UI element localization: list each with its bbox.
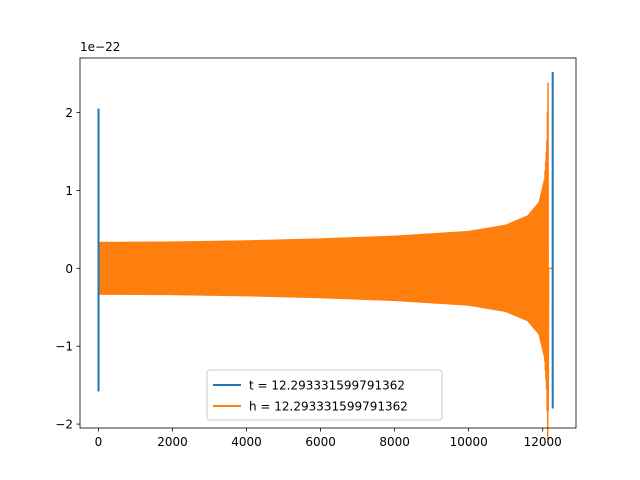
x-axis: 0 2000 4000 6000 8000 10000 12000 bbox=[95, 428, 562, 449]
legend-box bbox=[206, 369, 443, 421]
x-tick-label: 4000 bbox=[231, 435, 262, 449]
x-tick-label: 12000 bbox=[524, 435, 562, 449]
y-offset-label: 1e−22 bbox=[80, 40, 120, 54]
x-tick-label: 0 bbox=[95, 435, 103, 449]
y-tick-label: −2 bbox=[55, 418, 73, 432]
legend-label: h = 12.293331599791362 bbox=[249, 400, 408, 414]
y-tick-label: 0 bbox=[65, 262, 73, 276]
legend: t = 12.293331599791362 h = 12.29333159979… bbox=[206, 369, 443, 421]
y-axis: −2 −1 0 1 2 bbox=[55, 106, 80, 432]
x-tick-label: 2000 bbox=[157, 435, 188, 449]
x-tick-label: 8000 bbox=[379, 435, 410, 449]
x-tick-label: 6000 bbox=[305, 435, 336, 449]
h-series-line bbox=[97, 82, 554, 440]
y-tick-label: −1 bbox=[55, 340, 73, 354]
legend-label: t = 12.293331599791362 bbox=[249, 379, 405, 393]
axes-frame bbox=[79, 57, 577, 429]
h-series-layer bbox=[97, 82, 554, 440]
y-tick-label: 1 bbox=[65, 184, 73, 198]
y-tick-label: 2 bbox=[65, 106, 73, 120]
t-series-layer bbox=[97, 72, 554, 409]
x-tick-label: 10000 bbox=[450, 435, 488, 449]
